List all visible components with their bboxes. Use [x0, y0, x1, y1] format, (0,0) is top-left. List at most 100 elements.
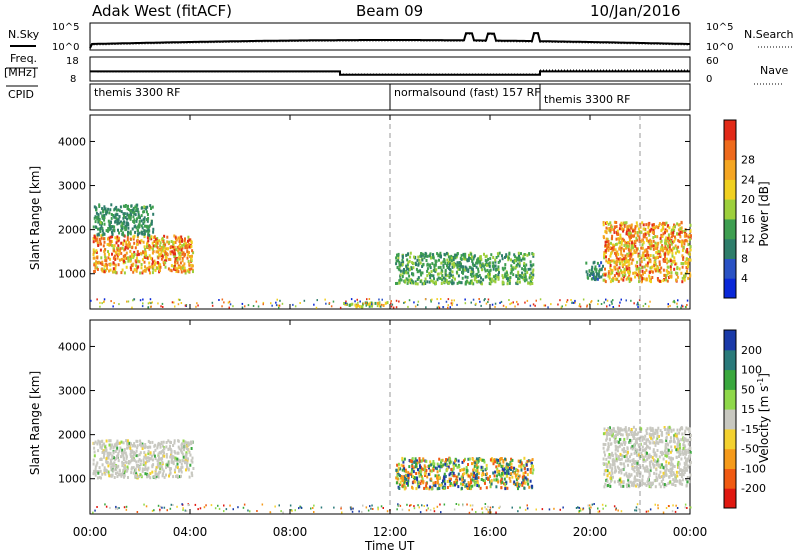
echo-cell: [631, 465, 634, 469]
echo-cell: [165, 453, 168, 456]
echo-cell: [472, 263, 475, 267]
echo-cell: [449, 471, 452, 475]
echo-cell: [411, 457, 414, 461]
echo-cell: [620, 433, 622, 437]
time-tick-label: 00:00: [673, 525, 708, 539]
echo-cell: [456, 253, 459, 257]
echo-cell: [155, 242, 158, 245]
echo-cell: [154, 469, 157, 473]
echo-cell: [675, 448, 678, 452]
clutter-cell: [447, 304, 449, 307]
echo-cell: [134, 230, 137, 234]
echo-cell: [123, 226, 126, 230]
echo-cell: [524, 481, 527, 485]
echo-cell: [662, 279, 665, 283]
clutter-cell: [409, 504, 411, 507]
echo-cell: [189, 255, 191, 258]
echo-cell: [411, 261, 414, 265]
echo-cell: [407, 471, 410, 475]
echo-cell: [608, 429, 611, 433]
echo-cell: [396, 477, 399, 481]
echo-cell: [675, 470, 678, 474]
echo-cell: [398, 281, 401, 285]
echo-cell: [667, 432, 670, 436]
echo-cell: [634, 226, 637, 230]
clutter-cell: [638, 299, 641, 302]
echo-cell: [659, 247, 662, 251]
echo-cell: [685, 483, 688, 487]
echo-cell: [125, 221, 128, 225]
echo-cell: [591, 270, 594, 274]
echo-cell: [169, 246, 172, 250]
echo-cell: [684, 230, 687, 234]
echo-cell: [467, 270, 470, 273]
echo-cell: [497, 268, 500, 272]
echo-cell: [183, 266, 186, 270]
echo-cell: [168, 447, 171, 451]
echo-cell: [406, 265, 409, 268]
echo-cell: [518, 280, 521, 284]
echo-cell: [598, 264, 601, 268]
echo-cell: [411, 475, 414, 478]
echo-cell: [458, 477, 461, 481]
echo-cell: [451, 265, 454, 269]
echo-cell: [134, 467, 137, 471]
echo-cell: [449, 482, 452, 485]
echo-cell: [490, 480, 493, 483]
echo-cell: [446, 467, 449, 471]
echo-cell: [148, 236, 151, 240]
echo-cell: [470, 255, 473, 259]
echo-cell: [681, 472, 684, 476]
nsky-label: N.Sky: [8, 28, 40, 41]
colorbar-tick-label: 8: [741, 252, 748, 265]
clutter-cell: [341, 511, 343, 514]
echo-cell: [669, 440, 672, 443]
echo-cell: [610, 474, 613, 478]
echo-cell: [123, 475, 125, 479]
echo-cell: [136, 242, 138, 246]
echo-cell: [668, 226, 671, 230]
echo-cell: [647, 455, 650, 459]
echo-cell: [501, 480, 504, 484]
echo-cell: [654, 241, 657, 245]
echo-cell: [606, 465, 609, 469]
echo-cell: [410, 267, 413, 271]
echo-cell: [471, 281, 474, 285]
clutter-cell: [357, 301, 359, 304]
echo-cell: [628, 455, 631, 459]
echo-cell: [645, 278, 648, 282]
clutter-cell: [369, 505, 371, 508]
clutter-cell: [187, 504, 189, 507]
echo-cell: [665, 451, 667, 455]
echo-cell: [592, 276, 595, 280]
echo-cell: [127, 460, 130, 463]
echo-cell: [168, 257, 171, 261]
echo-cell: [673, 267, 676, 271]
echo-cell: [496, 461, 499, 464]
echo-cell: [664, 252, 667, 256]
echo-cell: [106, 210, 109, 214]
echo-cell: [677, 460, 680, 464]
echo-cell: [131, 444, 134, 448]
echo-cell: [522, 277, 525, 281]
echo-cell: [523, 268, 526, 272]
echo-cell: [609, 254, 612, 258]
echo-cell: [619, 257, 622, 261]
clutter-cell: [157, 302, 159, 305]
echo-cell: [162, 454, 164, 458]
echo-cell: [604, 482, 607, 486]
echo-cell: [470, 481, 473, 484]
echo-cell: [454, 457, 457, 461]
echo-cell: [617, 279, 620, 283]
echo-cell: [622, 440, 625, 444]
clutter-cell: [320, 506, 323, 509]
echo-cell: [116, 454, 119, 458]
echo-cell: [680, 457, 683, 461]
echo-cell: [507, 471, 510, 475]
echo-cell: [492, 267, 495, 271]
clutter-cell: [303, 299, 306, 302]
echo-cell: [118, 468, 121, 472]
echo-cell: [633, 234, 636, 238]
echo-cell: [631, 234, 634, 238]
clutter-cell: [674, 510, 677, 513]
